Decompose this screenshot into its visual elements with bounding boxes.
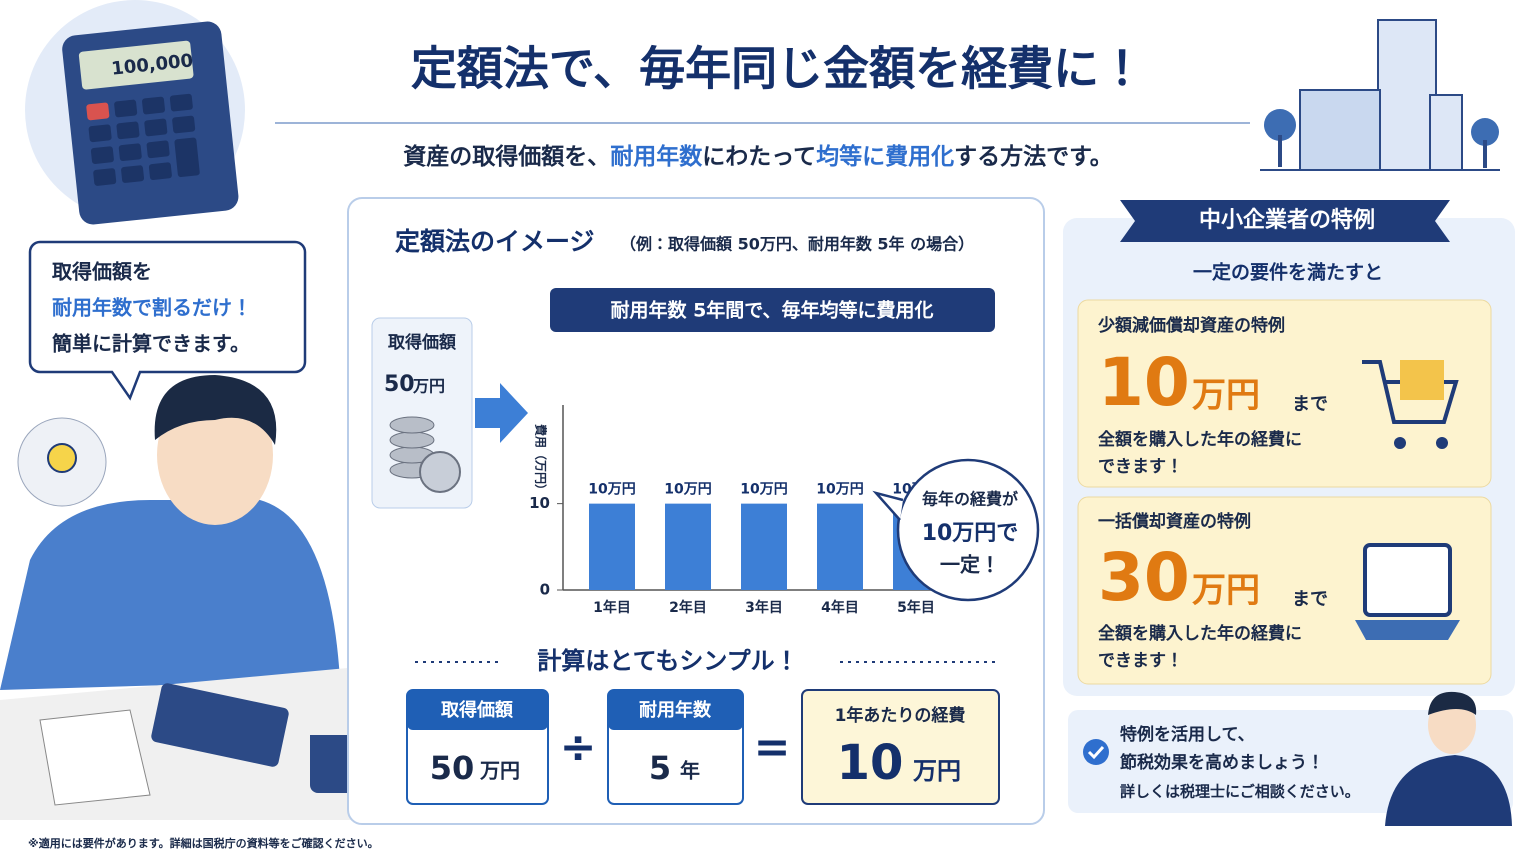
asset-unit: 万円: [412, 377, 445, 396]
card-unit: 万円: [1192, 571, 1260, 611]
special-condition: 一定の要件を満たすと: [1193, 261, 1383, 284]
bubble-line: 取得価額を: [52, 260, 152, 284]
value-label: 10万円: [664, 482, 711, 498]
card-unit: 万円: [1192, 376, 1260, 416]
x-tick-label: 2年目: [669, 599, 707, 616]
x-tick-label: 3年目: [745, 599, 783, 616]
center-title: 定額法のイメージ: [395, 227, 595, 256]
formula-label: 1年あたりの経費: [835, 705, 966, 726]
asset-number: 50: [384, 372, 415, 397]
operator: ÷: [560, 722, 597, 773]
subtitle-part: する方法です。: [954, 143, 1113, 170]
subtitle-emphasis: 均等に費用化: [816, 143, 954, 170]
card-desc: できます！: [1098, 651, 1183, 671]
formula-label: 取得価額: [441, 699, 514, 721]
card-title: 少額減価償却資産の特例: [1098, 315, 1285, 336]
card-number: 10: [1098, 344, 1190, 421]
formula-label: 耐用年数: [639, 699, 712, 721]
card-title: 一括償却資産の特例: [1098, 511, 1251, 532]
formula-number: 50: [430, 749, 475, 787]
arrow: [475, 383, 528, 443]
y-axis-label: 費用（万円）: [534, 424, 549, 496]
y-tick-label: 0: [540, 581, 550, 599]
formula-unit: 年: [680, 759, 700, 783]
operator: =: [754, 722, 791, 773]
subtitle-emphasis: 耐用年数: [610, 143, 703, 170]
banner: [550, 288, 995, 332]
formula-number: 10: [837, 735, 904, 791]
bar: [741, 503, 787, 590]
callout-line: 一定！: [940, 553, 1000, 577]
footnote: ※適用には要件があります。詳細は国税庁の資料等をご確認ください。: [28, 836, 379, 850]
x-tick-label: 4年目: [821, 599, 859, 616]
callout-line: 毎年の経費が: [922, 490, 1018, 509]
advisor-illustration: [1385, 691, 1512, 826]
x-tick-label: 5年目: [897, 599, 935, 616]
coins-illustration: [389, 416, 461, 493]
x-tick-label: 1年目: [593, 599, 631, 616]
bubble-line: 耐用年数で割るだけ！: [52, 296, 252, 320]
calculator-illustration: 100,000: [25, 0, 245, 225]
bar: [589, 503, 635, 590]
subtitle: 資産の取得価額を、耐用年数にわたって均等に費用化する方法です。: [403, 143, 1113, 170]
value-label: 10万円: [588, 482, 635, 498]
building-illustration: [1260, 19, 1500, 171]
formula-number: 5: [649, 749, 671, 787]
advice-line: 詳しくは税理士にご相談ください。: [1120, 783, 1360, 801]
card-number: 30: [1098, 539, 1190, 616]
card-suffix: まで: [1292, 589, 1328, 610]
person-illustration: [0, 375, 380, 820]
callout-line: 10万円で: [922, 521, 1019, 546]
bar: [817, 503, 863, 590]
card-desc: 全額を購入した年の経費に: [1098, 623, 1302, 644]
card-desc: できます！: [1098, 457, 1183, 477]
card-desc: 全額を購入した年の経費に: [1098, 429, 1302, 450]
value-label: 10万円: [816, 482, 863, 498]
subtitle-part: 資産の取得価額を、: [403, 143, 610, 170]
special-card: 少額減価償却資産の特例 10 万円 まで 全額を購入した年の経費に できます！: [1077, 299, 1492, 488]
formula-heading: 計算はとてもシンプル！: [537, 647, 798, 675]
callout: 毎年の経費が 10万円で 一定！: [872, 458, 1040, 602]
advice-line: 特例を活用して、: [1120, 724, 1255, 745]
y-tick-label: 10: [529, 494, 550, 512]
banner-text: 耐用年数 5年間で、毎年均等に費用化: [610, 299, 933, 322]
page-title: 定額法で、毎年同じ金額を経費に！: [411, 42, 1145, 96]
subtitle-part: にわたって: [702, 144, 816, 170]
formula-unit: 万円: [913, 757, 961, 785]
special-card: 一括償却資産の特例 30 万円 まで 全額を購入した年の経費に できます！: [1077, 496, 1492, 685]
card-suffix: まで: [1292, 394, 1328, 415]
advice-line: 節税効果を高めましょう！: [1119, 752, 1324, 773]
bar: [665, 503, 711, 590]
value-label: 10万円: [740, 482, 787, 498]
center-note: （例：取得価額 50万円、耐用年数 5年 の場合）: [620, 235, 974, 254]
special-title: 中小企業者の特例: [1199, 207, 1375, 233]
speech-bubble: 取得価額を 耐用年数で割るだけ！ 簡単に計算できます。: [28, 240, 307, 401]
formula-unit: 万円: [479, 759, 520, 783]
bar-chart: 費用（万円） 0 10 1年目 10万円 2年目 10万円 3年目 10万円 4年目 10万円 5年…: [529, 405, 954, 616]
bubble-line: 簡単に計算できます。: [52, 332, 250, 356]
asset-label: 取得価額: [388, 332, 457, 353]
